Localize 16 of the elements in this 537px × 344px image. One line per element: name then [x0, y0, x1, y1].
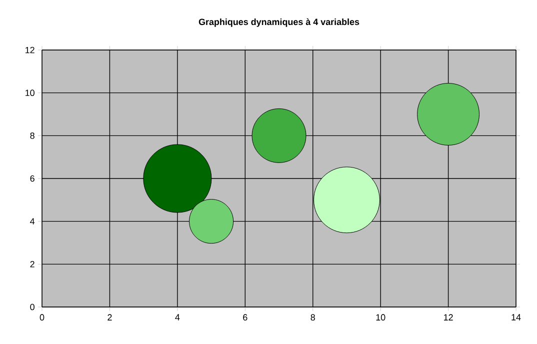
chart-title: Graphiques dynamiques à 4 variables: [198, 18, 360, 27]
y-tick-label: 10: [26, 90, 34, 96]
y-tick-label: 0: [30, 304, 34, 310]
x-tick-label: 6: [243, 314, 248, 321]
x-tick-label: 4: [175, 314, 180, 320]
y-tick-label: 4: [30, 218, 35, 224]
y-tick-label: 12: [26, 46, 34, 54]
y-tick-label: 2: [30, 261, 34, 268]
x-tick-label: 2: [108, 314, 112, 320]
y-tick-label: 6: [30, 175, 34, 182]
x-tick-label: 0: [40, 314, 44, 321]
x-tick-label: 14: [512, 314, 521, 320]
x-tick-label: 12: [444, 314, 453, 320]
x-tick-label: 8: [310, 314, 315, 321]
x-tick-label: 10: [376, 314, 386, 321]
y-tick-label: 8: [30, 132, 34, 139]
